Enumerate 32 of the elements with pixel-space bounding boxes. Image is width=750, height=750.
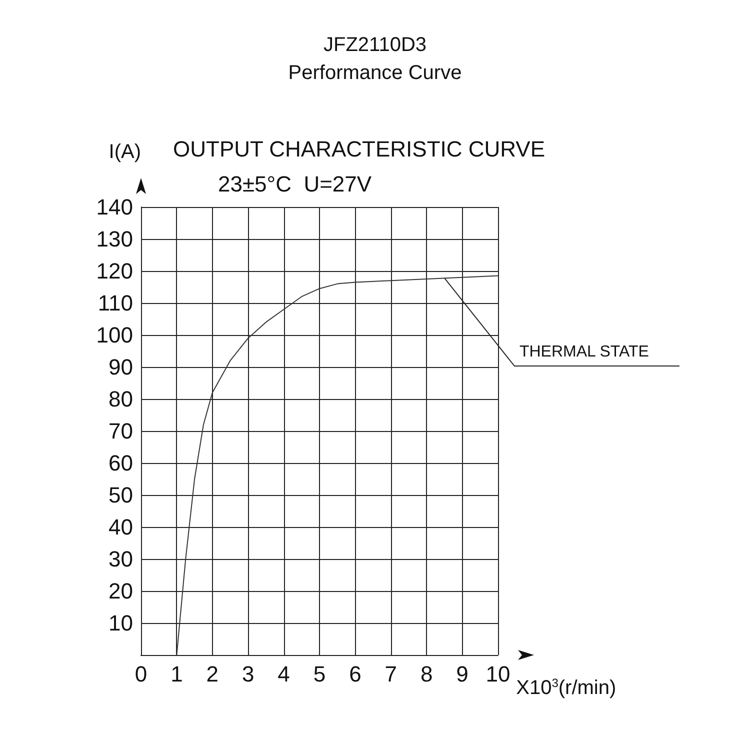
y-tick-label: 40 xyxy=(108,514,133,540)
x-tick-label: 0 xyxy=(134,662,148,686)
y-tick-label: 140 xyxy=(96,194,133,220)
y-tick-label: 50 xyxy=(108,482,133,508)
y-tick-label: 90 xyxy=(108,354,133,380)
line-series xyxy=(176,275,498,656)
y-tick-label: 80 xyxy=(108,386,133,412)
annotation: THERMAL STATE xyxy=(519,344,649,361)
x-tick-label: 5 xyxy=(313,662,326,686)
y-axis-title: I(A) xyxy=(108,141,141,163)
x-tick-label: 6 xyxy=(349,662,362,686)
x-tick-label: 1 xyxy=(170,662,183,686)
y-tick-label: 70 xyxy=(108,418,133,444)
x-tick-label: 8 xyxy=(420,662,433,686)
text: OUTPUT CHARACTERISTIC CURVE xyxy=(173,136,546,162)
y-tick-label: 30 xyxy=(108,546,133,572)
y-tick-label: 60 xyxy=(108,450,133,476)
y-tick-label: 20 xyxy=(108,578,133,604)
y-tick-label: 130 xyxy=(96,226,133,252)
x-tick-label: 10 xyxy=(486,662,510,686)
text: 23±5°C U=27V xyxy=(218,172,372,196)
chart-title: JFZ2110D3 xyxy=(323,34,427,56)
x-tick-label: 3 xyxy=(242,662,254,686)
y-tick-label: 10 xyxy=(108,610,133,636)
y-tick-label: 110 xyxy=(98,290,133,316)
x-tick-label: 4 xyxy=(278,662,290,686)
x-tick-label: 9 xyxy=(456,662,468,686)
y-tick-label: 100 xyxy=(96,322,133,348)
chart-subtitle: Performance Curve xyxy=(288,62,462,84)
x-tick-label: 7 xyxy=(384,662,398,686)
x-tick-label: 2 xyxy=(206,662,219,686)
y-tick-label: 120 xyxy=(96,258,133,284)
